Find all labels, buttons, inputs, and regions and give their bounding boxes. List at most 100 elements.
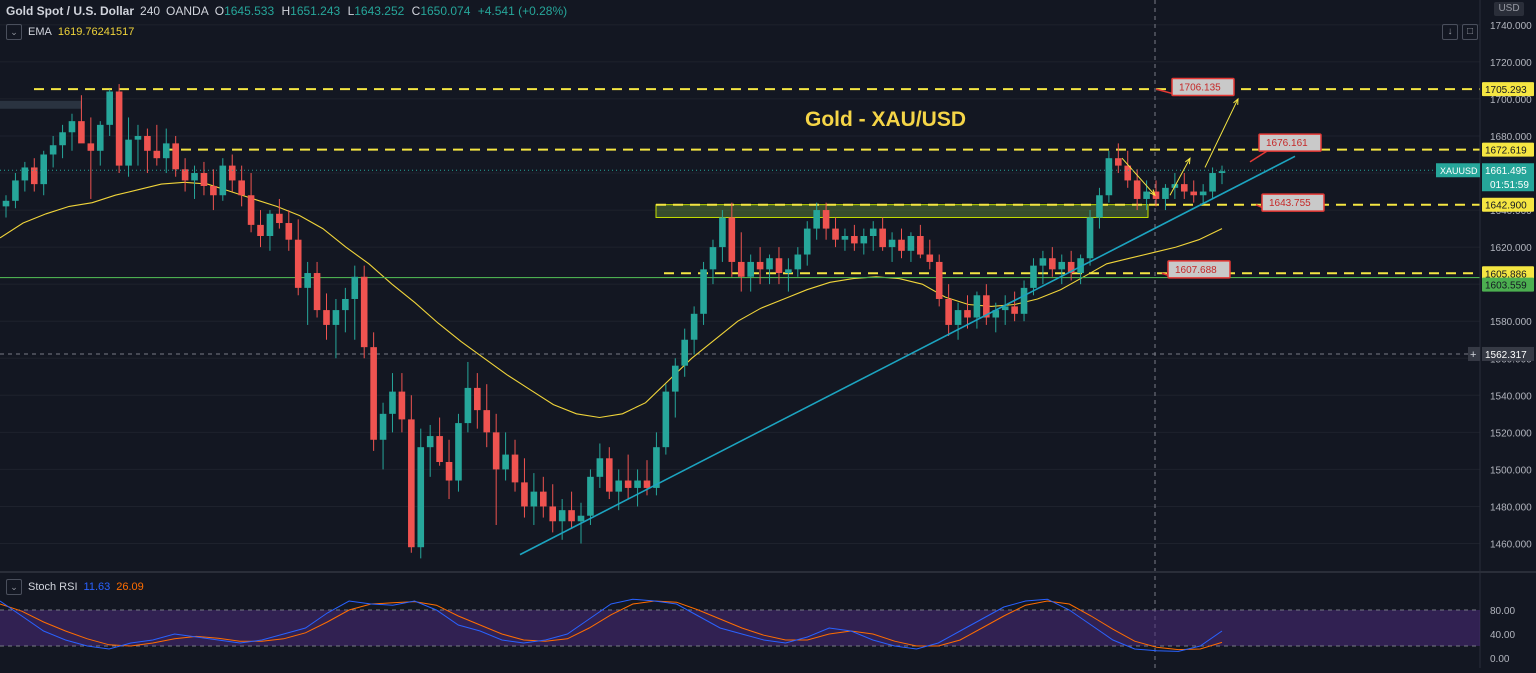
- candle-body: [898, 239, 905, 251]
- trend-line: [519, 155, 1296, 556]
- candle-body: [398, 391, 406, 420]
- candle-body: [605, 458, 613, 492]
- candle-body: [257, 224, 264, 236]
- level-price-tag: [1482, 142, 1534, 157]
- candle-body: [59, 132, 66, 146]
- candle-body: [1086, 217, 1094, 259]
- candle-body: [869, 228, 877, 236]
- symbol-name[interactable]: Gold Spot / U.S. Dollar: [6, 4, 135, 18]
- candle-body: [681, 339, 688, 366]
- candle-body: [926, 254, 934, 262]
- candle-body: [445, 462, 453, 481]
- candle-body: [1105, 158, 1113, 196]
- candle-body: [238, 180, 245, 196]
- fullscreen-icon[interactable]: □: [1462, 24, 1478, 40]
- candle-body: [153, 150, 161, 159]
- candle-body: [1011, 306, 1018, 314]
- candle-body: [540, 491, 547, 507]
- candle-body: [294, 239, 302, 288]
- candle-body: [1199, 191, 1207, 196]
- candle-body: [436, 436, 443, 462]
- y-tick-label: 1720.000: [1490, 58, 1532, 69]
- arrow-head: [1149, 189, 1156, 197]
- callout-box: [1167, 260, 1231, 279]
- rsi-band: [0, 610, 1480, 646]
- candle-body: [634, 480, 641, 488]
- arrow-down-icon[interactable]: ↓: [1442, 24, 1458, 40]
- candle-body: [615, 480, 623, 492]
- candle-body: [96, 124, 104, 151]
- candle-body: [464, 387, 472, 424]
- candle-body: [40, 154, 48, 185]
- candle-body: [643, 480, 651, 488]
- candle-body: [888, 239, 896, 248]
- currency-label[interactable]: USD: [1494, 2, 1524, 16]
- chevron-down-icon[interactable]: ⌄: [6, 579, 22, 595]
- ema-legend[interactable]: ⌄ EMA 1619.76241517: [6, 24, 134, 40]
- level-price-label: 1605.886: [1485, 269, 1527, 280]
- candle-body: [342, 298, 349, 311]
- candle-body: [1049, 258, 1056, 270]
- candle-body: [181, 169, 189, 181]
- candle-body: [12, 180, 19, 201]
- candle-body: [1067, 261, 1075, 274]
- candle-body: [49, 145, 57, 155]
- symbol-interval[interactable]: 240: [140, 4, 161, 18]
- candle-body: [332, 310, 340, 325]
- candle-body: [351, 276, 359, 299]
- candle-body: [662, 391, 670, 448]
- high-value: 1651.243: [290, 4, 341, 18]
- candle-body: [285, 223, 293, 240]
- candle-body: [200, 173, 208, 186]
- level-price-label: 1642.900: [1485, 201, 1527, 212]
- candle-body: [266, 213, 274, 236]
- stoch-rsi-legend[interactable]: ⌄ Stoch RSI 11.63 26.09: [6, 579, 144, 595]
- candle-body: [502, 454, 509, 470]
- candle-body: [690, 313, 698, 340]
- candle-body: [1218, 171, 1226, 174]
- candle-body: [587, 476, 594, 516]
- rsi-tick-label: 0.00: [1490, 654, 1510, 665]
- ema-value: 1619.76241517: [57, 26, 135, 38]
- candle-body: [379, 413, 387, 440]
- candle-body: [1124, 165, 1132, 181]
- candle-body: [530, 491, 538, 507]
- open-value: 1645.533: [224, 4, 275, 18]
- chevron-down-icon[interactable]: ⌄: [6, 24, 22, 40]
- candle-body: [426, 436, 434, 448]
- countdown-label: 01:51:59: [1490, 180, 1529, 191]
- candle-body: [700, 269, 707, 314]
- candle-body: [860, 236, 868, 244]
- candle-body: [794, 254, 802, 270]
- candle-body: [832, 228, 839, 240]
- candle-body: [624, 480, 632, 488]
- stoch-rsi-k-line: [0, 598, 1223, 652]
- candle-body: [162, 143, 170, 159]
- candle-body: [945, 298, 952, 325]
- candle-body: [992, 310, 1000, 318]
- candle-body: [210, 185, 217, 196]
- candle-body: [474, 387, 481, 411]
- candle-body: [191, 173, 198, 181]
- candle-body: [78, 121, 85, 144]
- resistance-zone: [655, 204, 1149, 218]
- candle-body: [1030, 265, 1037, 288]
- candle-body: [1039, 258, 1047, 266]
- candle-body: [68, 121, 76, 133]
- candle-body: [813, 210, 820, 229]
- candle-body: [408, 419, 415, 548]
- low-value: 1643.252: [354, 4, 405, 18]
- candle-body: [964, 310, 971, 318]
- candle-body: [709, 247, 717, 270]
- candle-body: [917, 236, 924, 255]
- candle-body: [455, 423, 462, 481]
- candle-body: [276, 213, 283, 224]
- candle-body: [370, 347, 377, 440]
- level-price-label: 1603.559: [1485, 281, 1527, 292]
- arrow-head: [1185, 157, 1191, 165]
- y-tick-label: 1740.000: [1490, 21, 1532, 32]
- plus-icon: +: [1470, 349, 1476, 361]
- y-tick-label: 1480.000: [1490, 502, 1532, 513]
